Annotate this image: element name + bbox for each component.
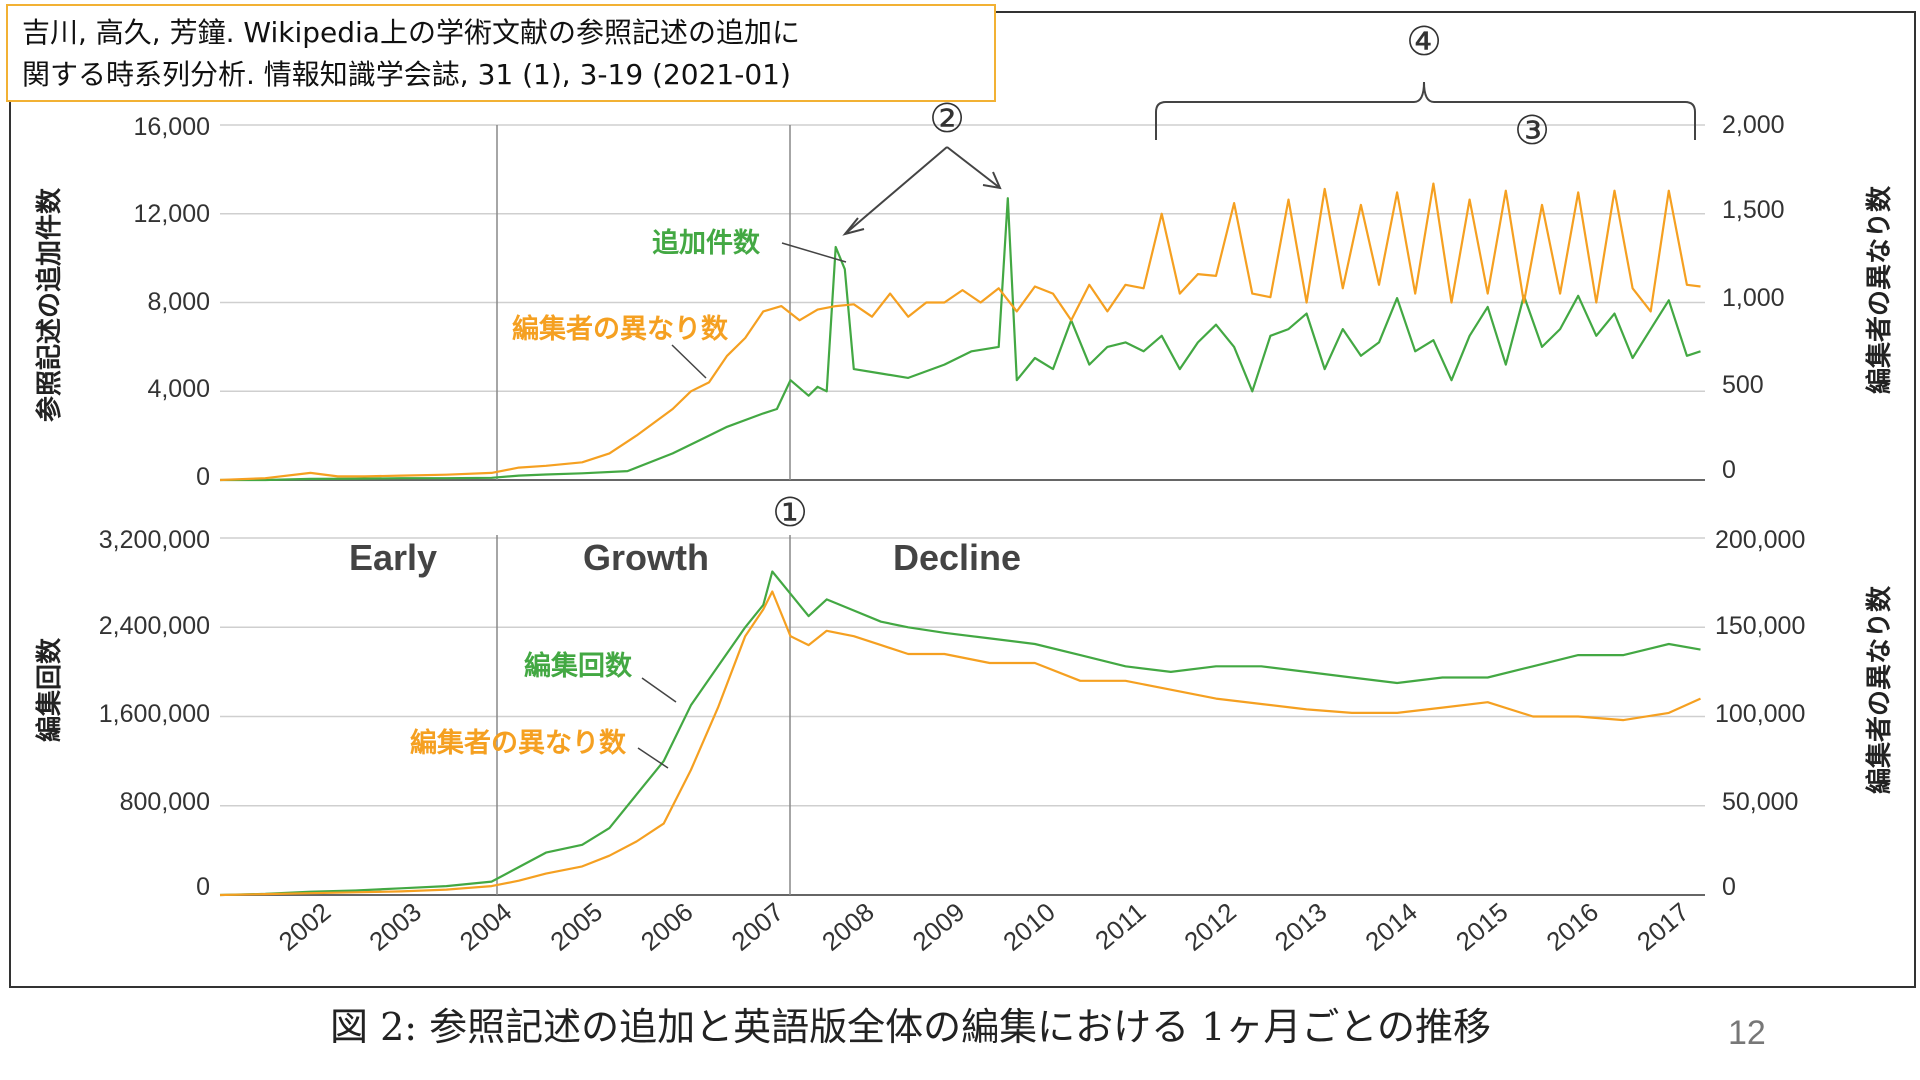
label-additions: 追加件数 <box>652 227 761 259</box>
x-tick-label: 2003 <box>363 897 427 957</box>
figure-caption: 図 2: 参照記述の追加と英語版全体の編集における 1ヶ月ごとの推移 <box>330 1005 1492 1049</box>
x-tick-label: 2014 <box>1359 897 1423 957</box>
top-left-tick: 0 <box>196 463 210 491</box>
label-editors-bottom-leader <box>637 747 669 769</box>
x-tick-label: 2007 <box>726 897 790 957</box>
series-line-top-orange <box>219 182 1701 482</box>
x-tick-label: 2004 <box>454 897 518 957</box>
label-additions-leader <box>781 242 847 263</box>
x-tick-label: 2017 <box>1631 897 1695 957</box>
label-editors-bottom: 編集者の異なり数 <box>410 727 627 759</box>
label-editors-top: 編集者の異なり数 <box>512 313 729 345</box>
series-line-bottom-green <box>219 570 1701 897</box>
bottom-left-tick: 800,000 <box>120 788 210 816</box>
x-tick-label: 2002 <box>273 897 337 957</box>
marker-2-arrow-left <box>844 146 948 235</box>
top-left-tick: 8,000 <box>147 288 210 316</box>
top-left-tick: 16,000 <box>134 113 210 141</box>
x-tick-label: 2008 <box>816 897 880 957</box>
label-edits: 編集回数 <box>524 650 633 682</box>
marker-4: ④ <box>1406 19 1442 65</box>
label-edits-leader <box>641 677 677 703</box>
x-axis-ticks: 2002 2003 2004 2005 2006 2007 2008 2009 2010 2011… <box>273 897 1695 957</box>
top-left-ylabel: 参照記述の追加件数 <box>34 187 65 422</box>
bottom-right-ylabel: 編集者の異なり数 <box>1864 585 1895 794</box>
bottom-left-tick: 1,600,000 <box>99 700 210 728</box>
x-tick-label: 2005 <box>544 897 608 957</box>
marker-2-arrows <box>842 146 1002 236</box>
x-tick-label: 2015 <box>1450 897 1514 957</box>
bottom-left-tick: 2,400,000 <box>99 612 210 640</box>
marker-4-brace <box>1155 81 1696 140</box>
bottom-left-ylabel: 編集回数 <box>34 637 65 742</box>
bottom-left-tick: 0 <box>196 873 210 901</box>
bottom-panel-grid <box>220 537 1705 896</box>
x-tick-label: 2006 <box>635 897 699 957</box>
bottom-right-tick: 100,000 <box>1715 700 1805 728</box>
bottom-left-tick: 3,200,000 <box>99 526 210 554</box>
phase-label-early: Early <box>349 537 437 578</box>
marker-3: ③ <box>1514 108 1550 154</box>
x-tick-label: 2013 <box>1269 897 1333 957</box>
top-right-tick: 2,000 <box>1722 111 1785 139</box>
top-left-tick: 12,000 <box>134 200 210 228</box>
marker-2-arrowhead-right <box>982 171 1002 190</box>
x-tick-label: 2011 <box>1089 897 1151 956</box>
label-editors-top-leader <box>671 344 707 379</box>
top-right-tick: 1,500 <box>1722 196 1785 224</box>
bottom-right-tick: 50,000 <box>1722 788 1798 816</box>
x-tick-label: 2012 <box>1178 897 1242 957</box>
x-tick-label: 2010 <box>997 897 1061 957</box>
x-tick-label: 2009 <box>907 897 971 957</box>
marker-2-arrow-right <box>946 146 1001 189</box>
bottom-right-tick: 200,000 <box>1715 526 1805 554</box>
phase-divider-lines <box>496 125 791 895</box>
series-line-bottom-orange <box>219 590 1701 897</box>
citation-line-2: 関する時系列分析. 情報知識学会誌, 31 (1), 3-19 (2021-01… <box>22 58 791 91</box>
phase-label-growth: Growth <box>583 537 709 578</box>
bottom-right-tick: 150,000 <box>1715 612 1805 640</box>
series-layer <box>219 182 1701 897</box>
x-tick-label: 2016 <box>1540 897 1604 957</box>
marker-2: ② <box>929 96 965 142</box>
series-line-top-green <box>220 197 1701 482</box>
phase-label-decline: Decline <box>893 537 1021 578</box>
marker-1: ① <box>772 490 808 536</box>
citation-box: 吉川, 高久, 芳鐘. Wikipedia上の学術文献の参照記述の追加に 関する… <box>6 4 996 102</box>
page-number: 12 <box>1728 1014 1766 1052</box>
top-right-tick: 0 <box>1722 456 1736 484</box>
bottom-right-tick: 0 <box>1722 873 1736 901</box>
top-panel-grid <box>220 124 1705 481</box>
marker-2-arrowhead-left <box>842 217 865 236</box>
top-right-tick: 1,000 <box>1722 284 1785 312</box>
top-right-tick: 500 <box>1722 371 1764 399</box>
top-left-tick: 4,000 <box>147 375 210 403</box>
top-right-ylabel: 編集者の異なり数 <box>1864 185 1895 394</box>
citation-line-1: 吉川, 高久, 芳鐘. Wikipedia上の学術文献の参照記述の追加に <box>22 16 800 49</box>
